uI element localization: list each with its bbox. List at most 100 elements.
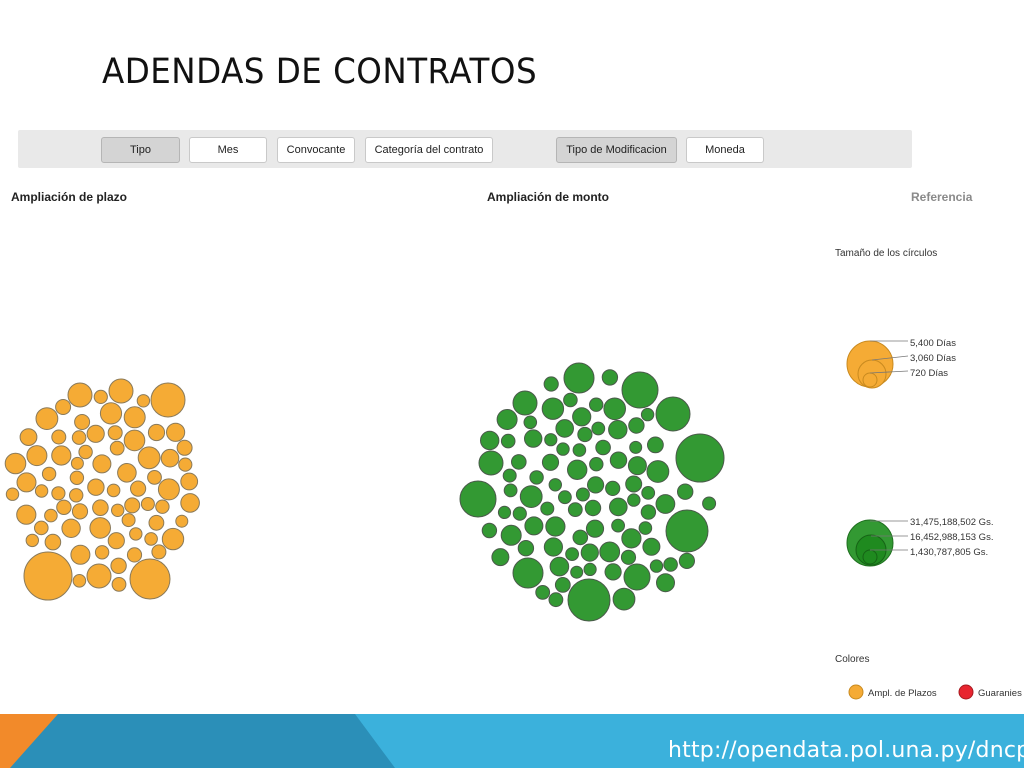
monto-bubble xyxy=(543,537,564,557)
monto-bubble xyxy=(595,439,611,456)
plazo-bubble xyxy=(56,499,72,515)
plazo-bubble xyxy=(51,486,66,501)
legend-amount-2: 16,452,988,153 Gs. xyxy=(910,532,993,543)
monto-bubble xyxy=(611,518,625,533)
plazo-bubble xyxy=(161,527,185,551)
plazo-bubble xyxy=(155,499,170,514)
monto-bubble xyxy=(627,456,647,476)
plazo-bubble xyxy=(87,478,105,496)
monto-bubble xyxy=(640,504,657,520)
convocante-button[interactable]: Convocante xyxy=(277,137,355,163)
monto-bubble xyxy=(512,390,538,416)
tipo-modificacion-button[interactable]: Tipo de Modificacion xyxy=(556,137,677,163)
plazo-bubble xyxy=(124,497,141,514)
monto-bubble xyxy=(502,468,517,483)
plazo-bubble xyxy=(157,478,180,501)
plazo-bubble xyxy=(117,463,137,483)
monto-bubble xyxy=(604,563,622,581)
plazo-bubble xyxy=(19,428,38,447)
categoria-contrato-button[interactable]: Categoría del contrato xyxy=(365,137,493,163)
plazo-bubble xyxy=(123,406,146,429)
plazo-bubble xyxy=(5,487,20,501)
tipo-button[interactable]: Tipo xyxy=(101,137,180,163)
monto-bubble xyxy=(641,486,656,500)
monto-bubble xyxy=(459,480,497,518)
plazo-bubble xyxy=(178,457,193,472)
plazo-bubble xyxy=(111,577,127,592)
monto-bubble xyxy=(609,497,628,517)
monto-bubble xyxy=(541,397,565,420)
moneda-button[interactable]: Moneda xyxy=(686,137,764,163)
monto-bubble xyxy=(558,490,572,505)
plazo-bubble xyxy=(147,423,166,442)
monto-bubble xyxy=(540,501,555,516)
monto-bubble xyxy=(541,453,560,471)
mes-button[interactable]: Mes xyxy=(189,137,267,163)
plazo-bubble xyxy=(35,407,59,431)
size-legend-heading: Tamaño de los círculos xyxy=(835,248,938,259)
plazo-bubble xyxy=(175,514,189,528)
plazo-bubble xyxy=(160,448,180,468)
size-legend-days: 5,400 Días 3,060 Días 720 Días xyxy=(846,338,956,389)
monto-bubble xyxy=(556,442,570,456)
monto-bubble xyxy=(555,419,575,438)
plazo-bubble xyxy=(137,446,161,470)
monto-bubble xyxy=(500,524,522,546)
plazo-bubble xyxy=(109,440,125,456)
monto-bubble xyxy=(642,537,661,556)
plazo-bubble xyxy=(107,532,125,550)
plazo-bubble xyxy=(126,547,143,563)
monto-bubble xyxy=(665,509,709,553)
plazo-bubble xyxy=(71,430,87,445)
monto-bubble xyxy=(609,451,628,469)
monto-bubble xyxy=(512,557,544,589)
legend-days-3: 720 Días xyxy=(910,368,948,379)
monto-bubble xyxy=(572,443,587,457)
plazo-bubble xyxy=(74,414,91,430)
monto-bubble xyxy=(647,436,664,454)
monto-bubble xyxy=(567,502,583,518)
monto-bubble xyxy=(625,475,643,493)
grouping-toolbar: Tipo Mes Convocante Categoría del contra… xyxy=(18,130,912,168)
plazo-bubble xyxy=(86,424,105,443)
monto-bubble xyxy=(548,592,564,608)
monto-bubble xyxy=(517,540,535,557)
plazo-bubble xyxy=(92,499,109,517)
legend-days-1: 5,400 Días xyxy=(910,338,956,349)
monto-bubble xyxy=(663,557,678,572)
monto-bubble xyxy=(567,459,588,480)
legend-label-guaranies: Guaranies xyxy=(978,688,1022,699)
plazo-bubble xyxy=(70,544,91,565)
plazo-bubble xyxy=(92,454,112,474)
monto-bubble xyxy=(575,487,590,502)
legend-swatch-plazos xyxy=(848,684,864,700)
monto-bubble xyxy=(512,506,527,521)
slide-title: ADENDAS DE CONTRATOS xyxy=(102,52,538,92)
monto-bubble xyxy=(580,543,599,562)
monto-bubble xyxy=(563,392,578,408)
plazo-bubble xyxy=(140,497,155,511)
monto-bubble xyxy=(535,585,551,600)
size-legend-amounts: 31,475,188,502 Gs. 16,452,988,153 Gs. 1,… xyxy=(846,517,993,567)
referencia-title: Referencia xyxy=(911,190,973,204)
monto-bubble xyxy=(481,522,498,539)
ampliacion-plazo-title: Ampliación de plazo xyxy=(11,190,128,204)
monto-bubble xyxy=(563,362,595,394)
plazo-bubble xyxy=(16,472,37,493)
monto-bubble xyxy=(640,407,655,422)
legend-circle-1b xyxy=(862,549,878,565)
legend-amount-1: 31,475,188,502 Gs. xyxy=(910,517,993,528)
monto-bubble xyxy=(620,549,637,565)
plazo-bubble xyxy=(69,488,84,503)
plazo-bubble xyxy=(78,444,93,460)
plazo-bubble xyxy=(89,517,111,539)
monto-bubble xyxy=(524,516,544,536)
monto-bubble xyxy=(500,433,516,449)
footer-banner xyxy=(0,714,1024,768)
color-legend: Ampl. de Plazos Guaranies xyxy=(848,684,1022,700)
plazo-bubble xyxy=(34,484,49,498)
plazo-bubble xyxy=(123,429,146,452)
plazo-bubble xyxy=(130,480,147,497)
monto-bubble xyxy=(523,415,538,430)
plazo-bubble xyxy=(55,399,72,415)
